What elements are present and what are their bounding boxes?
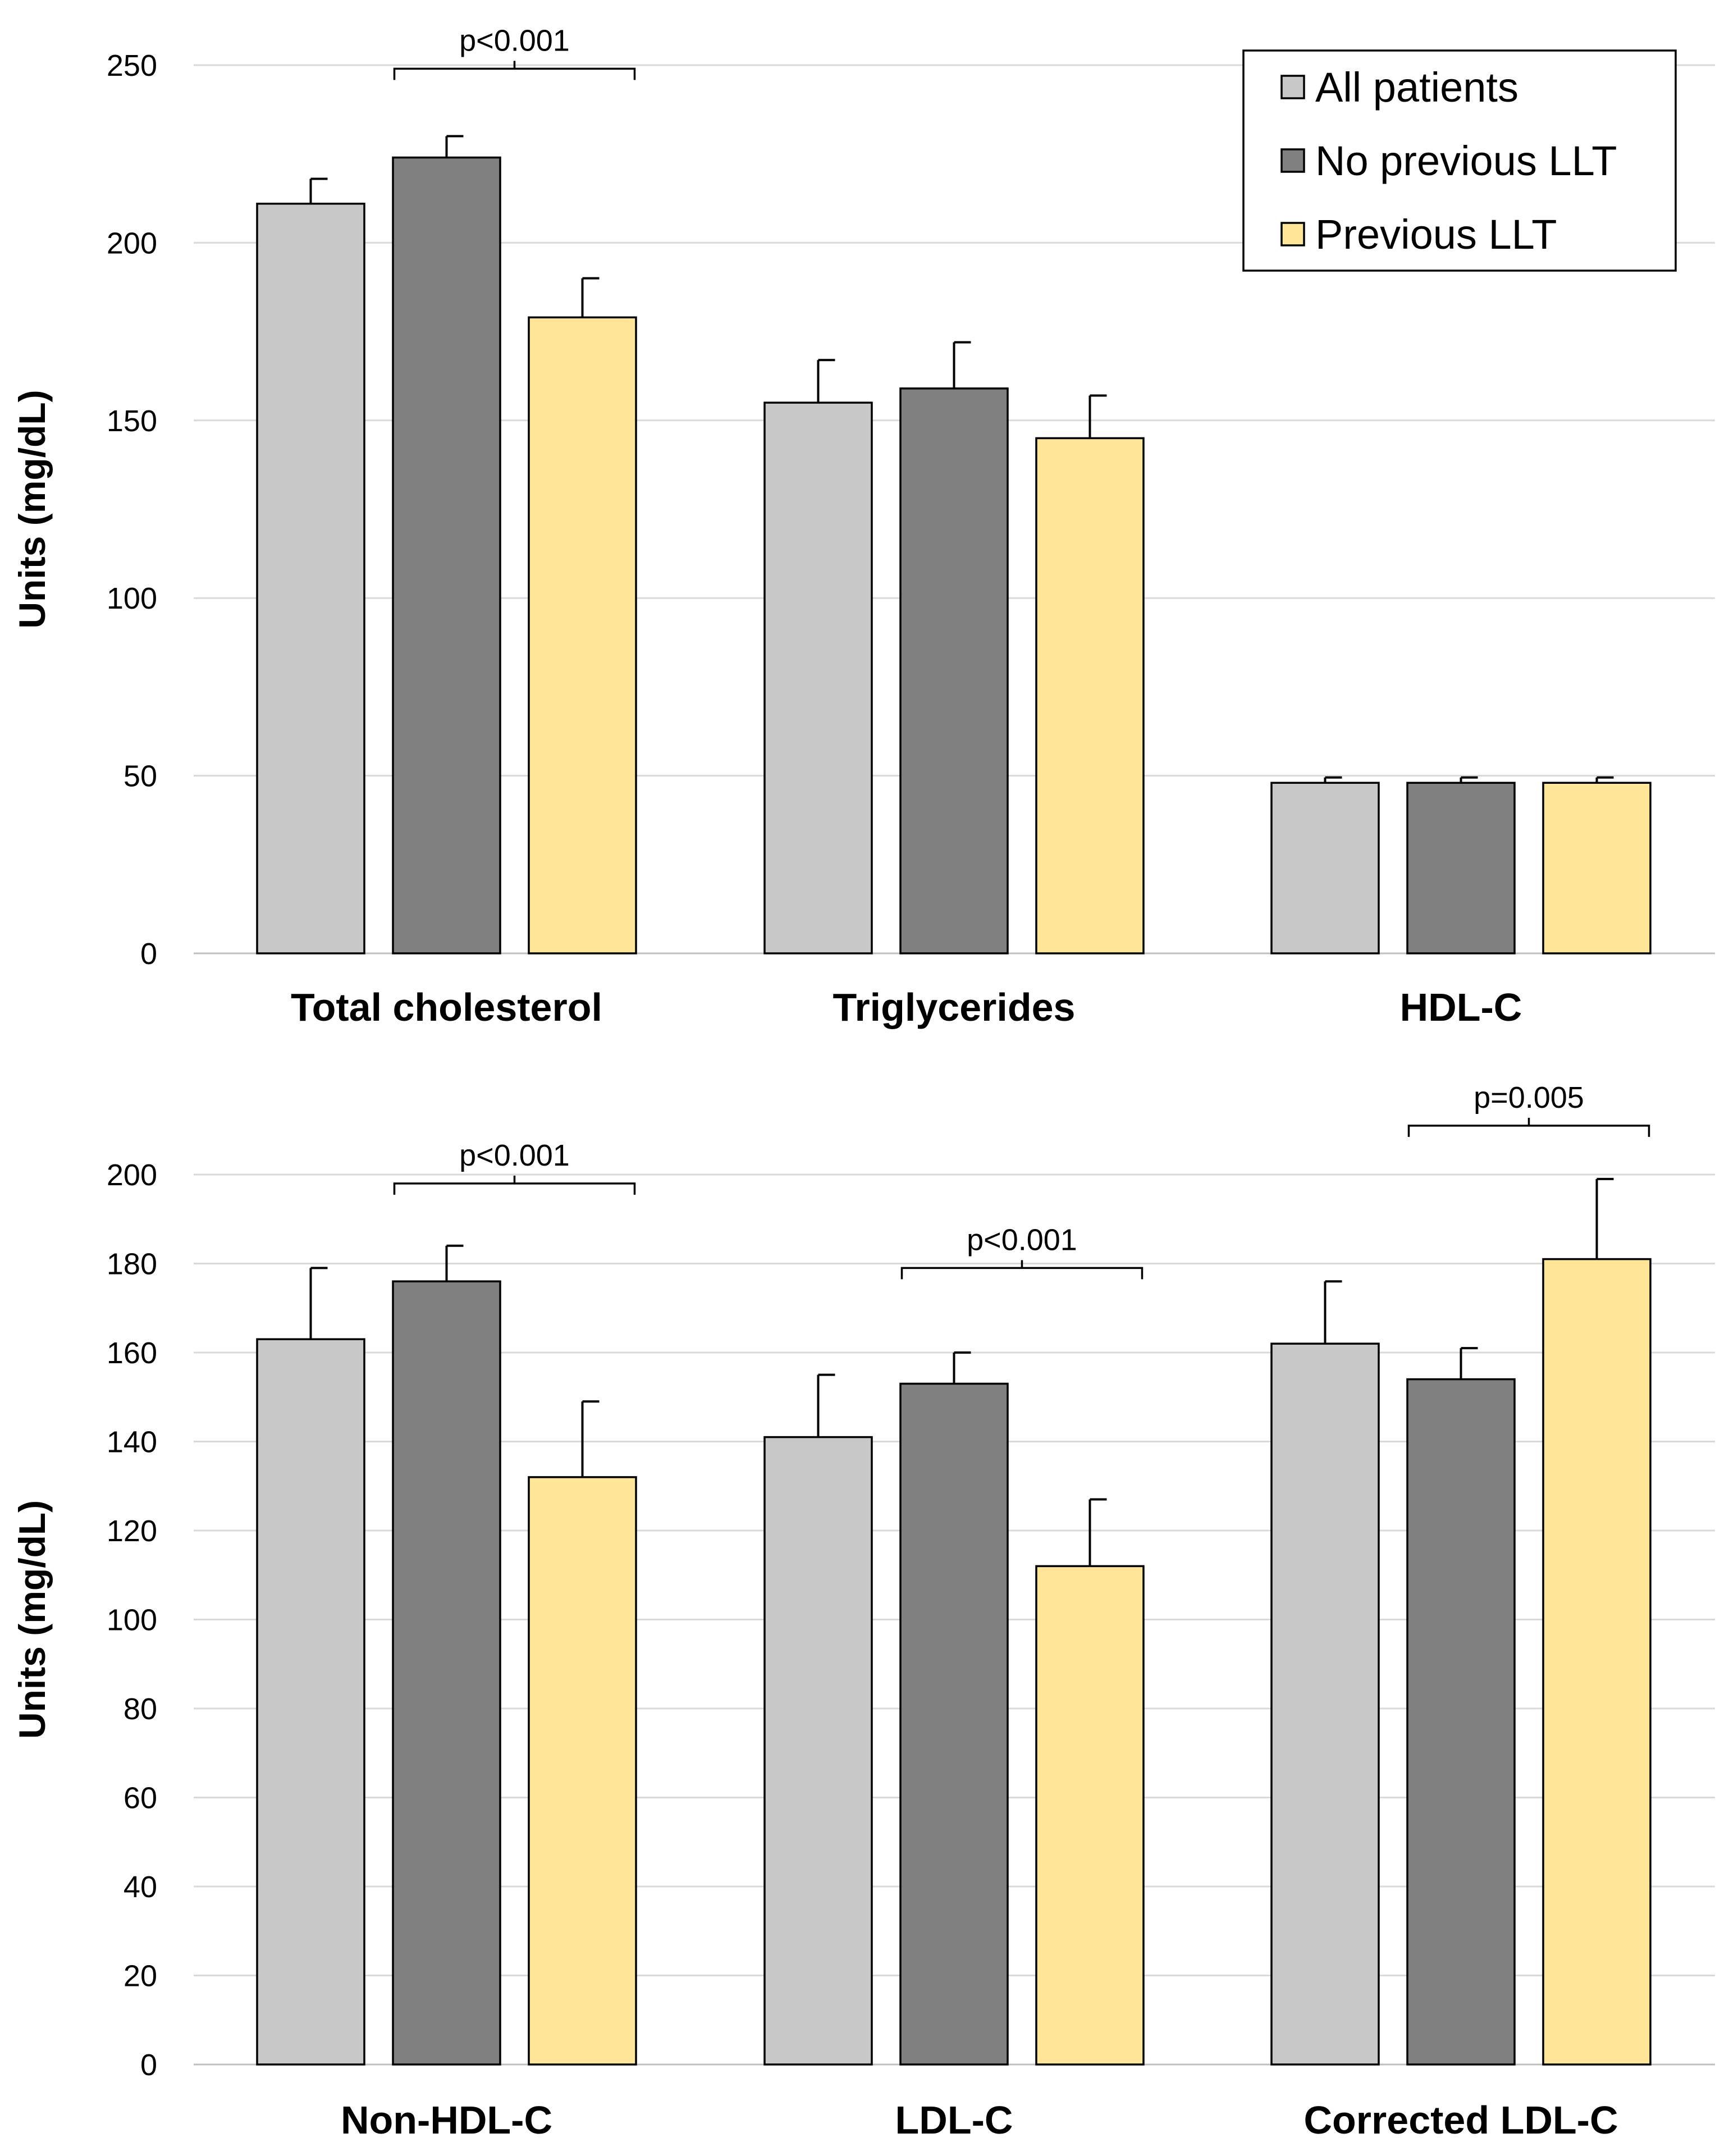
bar-previous-llt-hdl-c — [1542, 782, 1652, 954]
bar-previous-llt-ldl-c — [1035, 1565, 1145, 2066]
bar-no-previous-llt-total-cholesterol — [392, 156, 501, 954]
p-value-label: p<0.001 — [459, 1139, 570, 1172]
category-label-total-cholesterol: Total cholesterol — [291, 985, 602, 1029]
p-value-label: p<0.001 — [459, 24, 570, 57]
error-bar — [1088, 394, 1107, 438]
y-tick-label: 100 — [107, 1604, 157, 1637]
bar-all-patients-hdl-c — [1270, 782, 1380, 954]
error-bar — [445, 135, 464, 158]
significance-bracket — [900, 1260, 1143, 1280]
y-axis-title: Units (mg/dL) — [11, 1500, 53, 1739]
bar-all-patients-triglycerides — [763, 401, 873, 954]
legend: All patients No previous LLT Previous LLT — [1242, 49, 1677, 272]
bar-no-previous-llt-triglycerides — [899, 387, 1009, 954]
bar-previous-llt-corrected-ldl-c — [1542, 1258, 1652, 2066]
bar-previous-llt-non-hdl-c — [528, 1476, 637, 2066]
error-bar — [309, 177, 328, 204]
y-tick-label: 60 — [124, 1782, 157, 1815]
y-tick-label: 0 — [140, 2048, 157, 2082]
y-tick-label: 100 — [107, 582, 157, 615]
bar-no-previous-llt-ldl-c — [899, 1382, 1009, 2066]
error-bar — [1324, 1280, 1342, 1344]
error-bar — [953, 341, 971, 389]
y-tick-label: 0 — [140, 937, 157, 971]
error-bar — [1595, 776, 1614, 783]
y-tick-label: 20 — [124, 1959, 157, 1993]
y-tick-label: 160 — [107, 1336, 157, 1370]
category-label-corrected-ldl-c: Corrected LDL-C — [1303, 2098, 1618, 2142]
significance-bracket — [393, 61, 636, 80]
bar-all-patients-non-hdl-c — [256, 1338, 365, 2066]
error-bar — [1595, 1177, 1614, 1259]
y-tick-label: 180 — [107, 1248, 157, 1281]
y-tick-label: 50 — [124, 760, 157, 793]
error-bar — [581, 277, 600, 318]
legend-swatch-no-previous-llt — [1280, 148, 1305, 173]
p-value-label: p<0.001 — [967, 1223, 1077, 1257]
y-tick-label: 80 — [124, 1692, 157, 1726]
bar-all-patients-total-cholesterol — [256, 203, 365, 954]
y-tick-label: 200 — [107, 226, 157, 260]
category-label-ldl-c: LDL-C — [895, 2098, 1013, 2142]
significance-bracket — [393, 1175, 636, 1195]
bar-no-previous-llt-non-hdl-c — [392, 1280, 501, 2066]
legend-swatch-previous-llt — [1280, 222, 1305, 246]
legend-box — [1242, 49, 1677, 272]
y-tick-label: 200 — [107, 1158, 157, 1192]
top-chart-panel: 0 50 100 150 200 250 Units (mg/dL) Total choles… — [11, 24, 1715, 1029]
legend-label-previous-llt: Previous LLT — [1315, 211, 1557, 258]
bar-previous-llt-total-cholesterol — [528, 316, 637, 954]
category-label-hdl-c: HDL-C — [1400, 985, 1522, 1029]
bar-all-patients-ldl-c — [763, 1436, 873, 2066]
error-bar — [1324, 776, 1342, 783]
error-bar — [581, 1400, 600, 1477]
legend-label-no-previous-llt: No previous LLT — [1315, 138, 1617, 184]
y-axis-title: Units (mg/dL) — [11, 390, 53, 628]
legend-label-all-patients: All patients — [1315, 64, 1518, 111]
y-tick-label: 150 — [107, 404, 157, 438]
error-bar — [1460, 1347, 1478, 1380]
error-bar — [953, 1351, 971, 1384]
y-tick-label: 120 — [107, 1514, 157, 1548]
bar-no-previous-llt-corrected-ldl-c — [1406, 1378, 1516, 2066]
p-value-label: p=0.005 — [1474, 1081, 1584, 1114]
significance-bracket — [1407, 1117, 1650, 1137]
error-bar — [1460, 776, 1478, 783]
category-label-triglycerides: Triglycerides — [833, 985, 1076, 1029]
error-bar — [445, 1244, 464, 1282]
category-label-non-hdl-c: Non-HDL-C — [341, 2098, 552, 2142]
legend-swatch-all-patients — [1280, 75, 1305, 99]
error-bar — [817, 359, 835, 403]
y-tick-label: 40 — [124, 1870, 157, 1904]
bar-no-previous-llt-hdl-c — [1406, 782, 1516, 954]
y-tick-label: 140 — [107, 1426, 157, 1459]
y-tick-label: 250 — [107, 49, 157, 83]
bottom-chart-panel: 0 20 40 60 80 100 120 140 160 180 200 Units (mg/dL)… — [11, 1081, 1715, 2142]
error-bar — [309, 1267, 328, 1340]
bar-previous-llt-triglycerides — [1035, 437, 1145, 954]
bar-all-patients-corrected-ldl-c — [1270, 1342, 1380, 2066]
error-bar — [817, 1373, 835, 1437]
error-bar — [1088, 1498, 1107, 1566]
